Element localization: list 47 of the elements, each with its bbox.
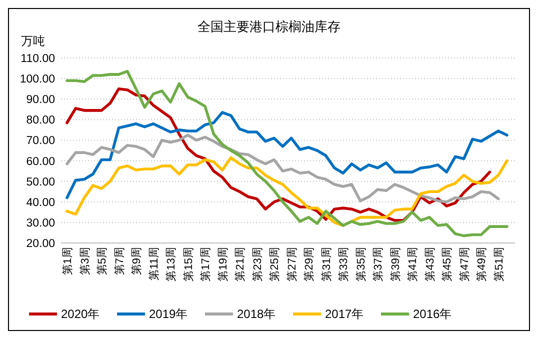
x-tick-label: 第49周	[476, 247, 488, 282]
legend-label: 2019年	[149, 307, 188, 322]
line-series	[66, 156, 508, 227]
x-tick-label: 第51周	[493, 247, 506, 282]
chart-title: 全国主要港口棕榈油库存	[198, 19, 340, 34]
line-series	[66, 134, 500, 204]
x-tick-label: 第43周	[424, 247, 436, 282]
line-series	[66, 111, 508, 200]
x-tick-label: 第19周	[217, 247, 230, 282]
line-series	[66, 70, 508, 238]
x-tick-label: 第21周	[234, 247, 247, 282]
legend-label: 2016年	[413, 307, 452, 322]
y-tick-label: 50.00	[26, 176, 55, 188]
x-tick-label: 第13周	[166, 247, 178, 282]
x-tick-label: 第1周	[62, 247, 74, 276]
y-tick-label: 80.00	[26, 114, 55, 127]
y-tick-label: 60.00	[26, 156, 55, 168]
y-axis-title: 万吨	[21, 34, 45, 48]
x-tick-label: 第9周	[131, 247, 144, 276]
x-tick-label: 第5周	[96, 247, 109, 276]
x-tick-label: 第15周	[182, 247, 195, 282]
x-tick-label: 第23周	[252, 247, 264, 282]
x-tick-label: 第41周	[407, 247, 420, 282]
x-tick-label: 第17周	[200, 247, 212, 282]
y-tick-label: 70.00	[26, 135, 55, 148]
y-tick-label: 40.00	[26, 196, 55, 209]
y-tick-label: 90.00	[26, 94, 55, 106]
x-tick-label: 第31周	[320, 247, 333, 282]
x-tick-label: 第25周	[269, 247, 282, 282]
x-tick-label: 第35周	[355, 247, 368, 282]
x-tick-label: 第7周	[114, 247, 126, 276]
x-tick-label: 第27周	[286, 247, 298, 282]
legend-label: 2020年	[61, 307, 100, 322]
y-tick-label: 110.00	[20, 53, 55, 66]
legend-label: 2018年	[237, 307, 276, 322]
x-tick-label: 第39周	[390, 247, 402, 282]
y-tick-label: 100.00	[20, 74, 55, 86]
y-tick-label: 30.00	[26, 217, 55, 230]
y-tick-label: 20.00	[26, 238, 55, 250]
x-tick-label: 第45周	[442, 247, 454, 282]
legend-label: 2017年	[325, 307, 364, 322]
x-tick-label: 第33周	[338, 247, 350, 282]
x-tick-label: 第11周	[148, 247, 160, 280]
x-tick-label: 第47周	[458, 247, 471, 282]
x-tick-label: 第37周	[372, 247, 385, 282]
x-tick-label: 第29周	[304, 247, 316, 282]
x-tick-label: 第3周	[79, 247, 92, 276]
